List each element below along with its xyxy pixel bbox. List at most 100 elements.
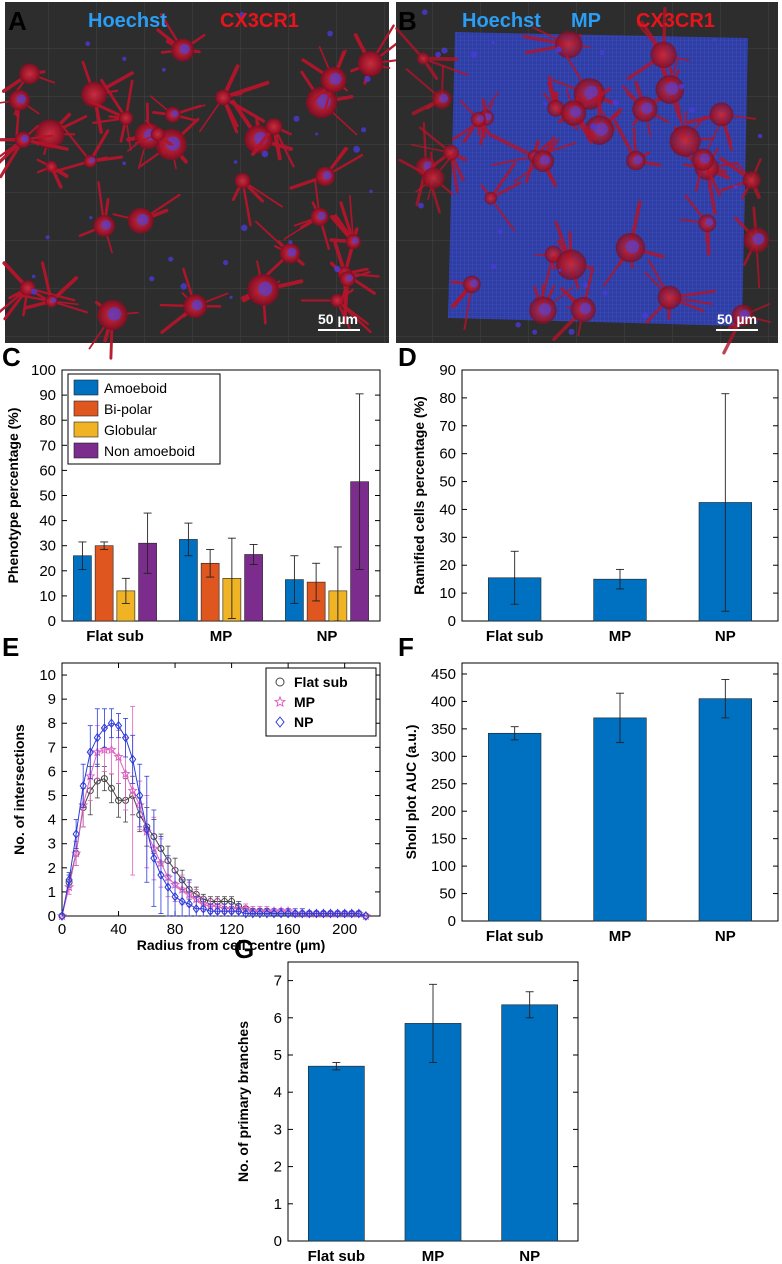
data-point [64, 881, 75, 892]
x-tick-label: 200 [332, 921, 357, 938]
micrograph-a-label-hoechst: Hoechst [88, 10, 167, 32]
nucleus [258, 281, 273, 296]
nucleus-dot [543, 101, 548, 106]
nucleus [477, 115, 484, 122]
series-line [61, 778, 367, 917]
y-axis-label: Ramified cells percentage (%) [411, 396, 427, 594]
nucleus-dot [315, 132, 319, 136]
data-point [319, 908, 328, 919]
panel-letter-d: D [398, 342, 417, 372]
y-axis-label: No. of primary branches [235, 1021, 251, 1182]
x-category-label: Flat sub [486, 628, 544, 645]
nucleus-dot [89, 216, 93, 220]
nucleus [665, 82, 679, 95]
micrograph-b: B Hoechst MP CX3CR1 50 µm [395, 2, 778, 355]
y-axis-label: Sholl plot AUC (a.u.) [403, 725, 419, 860]
nucleus [579, 302, 591, 315]
nucleus-dot [713, 38, 717, 42]
y-tick-label: 2 [274, 1159, 282, 1176]
data-point [227, 906, 236, 917]
cell-process [348, 194, 355, 243]
cell-body [81, 81, 107, 108]
cell-process [241, 179, 283, 208]
nucleus-dot [288, 240, 293, 245]
nucleus-dot [327, 30, 333, 37]
data-point [121, 732, 130, 743]
cell-body [357, 50, 384, 77]
nucleus [21, 134, 29, 143]
microglia-cells-b [395, 6, 771, 355]
data-point [136, 790, 144, 801]
data-point [291, 908, 299, 919]
y-tick-label: 20 [39, 563, 56, 580]
nucleus-dot [441, 47, 448, 54]
legend-swatch [73, 421, 99, 438]
data-point [298, 908, 306, 919]
data-point [58, 911, 66, 921]
cell-body [422, 167, 445, 190]
nucleus [569, 106, 582, 118]
data-point [143, 824, 151, 835]
cell-body [35, 119, 65, 149]
nucleus-dot [599, 50, 605, 56]
phenotype-chart: 0 10 20 30 40 50 60 70 80 90 100 Flat sub MP NP Phenot… [5, 362, 381, 645]
y-tick-label: 30 [439, 529, 456, 546]
y-tick-label: 5 [48, 788, 56, 805]
data-point [249, 908, 257, 919]
data-point [326, 908, 335, 919]
bar [698, 698, 752, 922]
cell-process [489, 162, 516, 200]
data-point [107, 784, 115, 792]
nucleus [484, 113, 492, 121]
cell-process [395, 27, 425, 60]
legend-box [265, 667, 377, 737]
nucleus-dot [168, 256, 174, 262]
panel-letter-f: F [398, 632, 414, 662]
y-tick-label: 0 [274, 1233, 282, 1250]
x-axis-label: Radius from cell centre (µm) [137, 937, 326, 953]
microglia-cells-a [0, 12, 404, 360]
nucleus-dot [361, 127, 367, 133]
nucleus-dot [590, 123, 597, 130]
y-tick-label: 50 [439, 886, 456, 903]
nucleus [633, 155, 643, 165]
y-tick-label: 200 [431, 803, 456, 820]
nucleus-dot [515, 322, 521, 328]
sholl-auc-chart: 0 50 100 150 200 250 300 350 400 450 Flat sub MP NP S… [403, 662, 779, 945]
panel-letter-c: C [2, 342, 21, 372]
nucleus [625, 240, 640, 254]
nucleus-dot [532, 329, 538, 335]
nucleus [101, 220, 112, 230]
nucleus-dot [418, 202, 424, 209]
nucleus [540, 155, 550, 165]
nucleus [287, 247, 297, 257]
y-tick-label: 70 [439, 418, 456, 435]
nucleus [107, 307, 122, 321]
x-category-label: NP [715, 628, 736, 645]
nucleus [171, 110, 179, 118]
nucleus [166, 136, 181, 151]
nucleus-dot [241, 224, 248, 231]
panel-letter-g: G [234, 934, 254, 964]
y-tick-label: 1 [274, 1196, 282, 1213]
data-point [256, 908, 264, 919]
data-point [115, 796, 123, 804]
x-tick-label: 160 [276, 921, 301, 938]
y-tick-label: 10 [39, 588, 56, 605]
nucleus-dot [612, 99, 619, 107]
nucleus-dot [757, 133, 763, 139]
cell-body [484, 191, 498, 205]
cell-body [118, 111, 134, 126]
nucleus-dot [364, 76, 371, 83]
data-point [72, 829, 80, 839]
nucleus-dot [122, 56, 127, 62]
series-mp [57, 705, 371, 921]
nucleus [136, 213, 149, 226]
y-tick-label: 4 [48, 812, 56, 829]
data-point [275, 677, 285, 687]
cell-body [547, 99, 565, 117]
y-tick-label: 80 [439, 390, 456, 407]
x-category-label: MP [210, 628, 233, 645]
nucleus-dot [422, 9, 428, 15]
